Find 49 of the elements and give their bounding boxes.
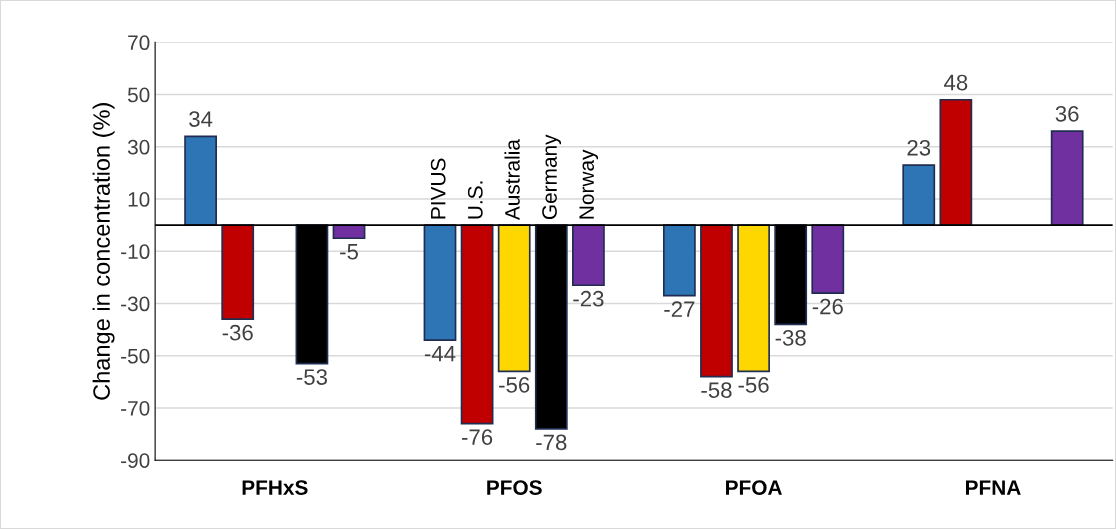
y-tick-label: 70 bbox=[128, 35, 150, 51]
bar bbox=[184, 135, 218, 226]
text: Germany bbox=[542, 134, 562, 220]
data-label: 23 bbox=[907, 139, 931, 156]
data-label: -5 bbox=[340, 244, 358, 260]
data-label: -53 bbox=[296, 369, 327, 385]
y-tick-label: -90 bbox=[121, 453, 150, 468]
x-tick-label: PFHxS bbox=[242, 480, 308, 495]
y-tick-label: -70 bbox=[121, 400, 150, 416]
data-label: -76 bbox=[462, 429, 493, 445]
bar bbox=[572, 224, 605, 287]
bar bbox=[423, 224, 457, 341]
x-tick-label: PFNA bbox=[966, 480, 1021, 495]
bar bbox=[1050, 130, 1084, 226]
data-label: -78 bbox=[536, 434, 567, 451]
data-label: 48 bbox=[944, 74, 968, 91]
data-label: -27 bbox=[664, 301, 695, 317]
data-label: -44 bbox=[424, 345, 456, 362]
y-tick-label: 50 bbox=[127, 87, 150, 103]
data-label: -36 bbox=[222, 324, 253, 341]
text: PIVUS bbox=[430, 158, 446, 219]
bar bbox=[460, 224, 494, 425]
data-label: -23 bbox=[573, 290, 604, 307]
bar bbox=[221, 224, 255, 321]
text: Australia bbox=[504, 139, 520, 221]
text: U.S. bbox=[467, 181, 483, 219]
data-label: -38 bbox=[775, 330, 806, 346]
bar bbox=[700, 224, 733, 378]
y-tick-label: 30 bbox=[127, 139, 150, 155]
y-axis-title: Change in concentration (%) bbox=[92, 103, 115, 400]
x-tick-label: PFOA bbox=[726, 480, 782, 495]
data-label: -56 bbox=[499, 377, 530, 393]
y-tick-label: -50 bbox=[121, 348, 150, 364]
data-label: -26 bbox=[812, 298, 843, 315]
data-label: -58 bbox=[701, 382, 732, 398]
bar bbox=[811, 224, 845, 294]
bar bbox=[939, 98, 973, 226]
data-label: -56 bbox=[738, 377, 769, 393]
y-tick-label: -30 bbox=[121, 296, 150, 312]
data-label: 36 bbox=[1055, 105, 1079, 122]
bar bbox=[662, 224, 696, 297]
x-tick-label: PFOS bbox=[487, 480, 542, 495]
bar bbox=[497, 224, 531, 373]
y-tick-label: -10 bbox=[121, 244, 150, 260]
y-tick-label: 10 bbox=[128, 192, 150, 207]
text: Norway bbox=[579, 149, 599, 219]
bar bbox=[737, 224, 770, 373]
bar bbox=[902, 164, 936, 226]
data-label: 34 bbox=[189, 111, 213, 127]
